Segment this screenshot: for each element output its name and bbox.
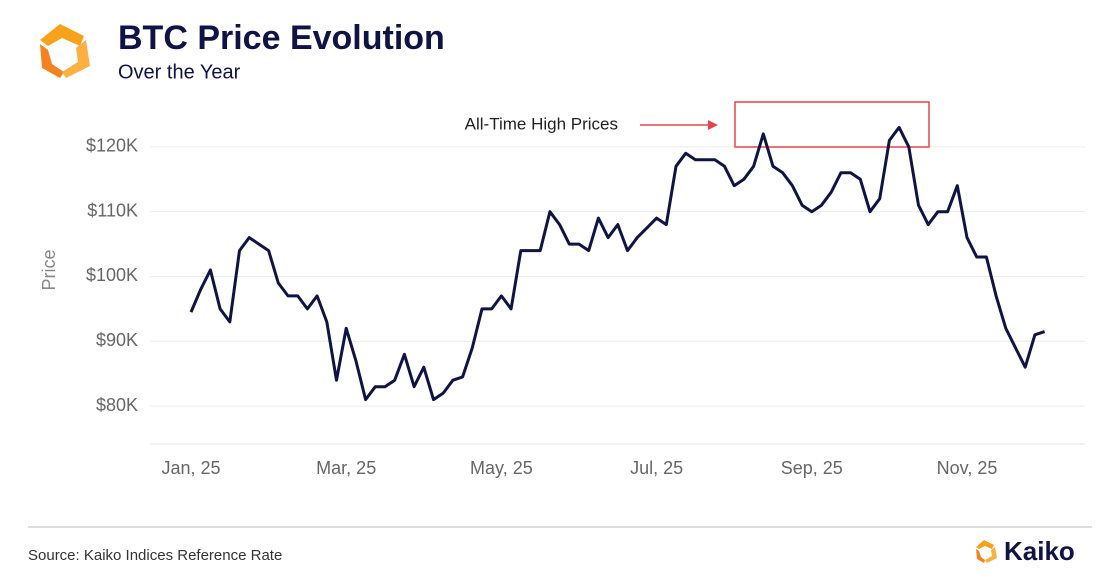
y-tick-label: $90K (96, 330, 138, 350)
x-tick-label: Sep, 25 (781, 458, 843, 478)
arrow-head (708, 120, 718, 130)
x-tick-label: Jan, 25 (161, 458, 220, 478)
chart-subtitle: Over the Year (118, 61, 241, 83)
x-tick-label: Mar, 25 (316, 458, 376, 478)
y-axis-label: Price (39, 249, 59, 290)
y-tick-label: $120K (86, 136, 138, 156)
x-tick-label: Jul, 25 (630, 458, 683, 478)
highlight-box (734, 101, 930, 148)
brand: Kaiko (1004, 536, 1075, 566)
y-tick-label: $100K (86, 265, 138, 285)
x-tick-label: May, 25 (470, 458, 533, 478)
source: Source: Kaiko Indices Reference Rate (28, 547, 282, 564)
brand-logo (976, 540, 997, 563)
price-line (189, 125, 1046, 402)
x-tick-label: Nov, 25 (937, 458, 998, 478)
chart-title: BTC Price Evolution (118, 19, 445, 57)
y-tick-label: $110K (87, 200, 138, 220)
annotation: All-Time High Prices (465, 114, 618, 133)
logo (40, 24, 90, 78)
y-tick-label: $80K (96, 395, 138, 415)
